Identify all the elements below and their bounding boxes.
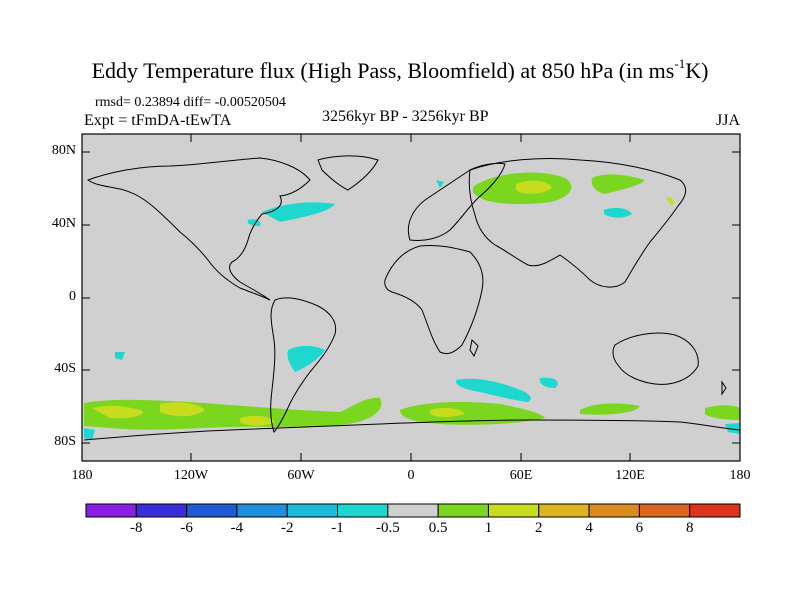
colorbar-box [286, 503, 339, 518]
africa [384, 245, 484, 355]
colorbar-label: 6 [635, 520, 644, 536]
new-zealand [721, 380, 727, 396]
patch-cyan-south-atlantic [455, 378, 531, 402]
colorbar-label: 8 [685, 520, 694, 536]
colorbar-box [135, 503, 188, 518]
patch-cyan-north-atlantic [262, 202, 335, 222]
patch-cyan-east-edge [725, 423, 740, 434]
anomaly-patches [84, 172, 740, 440]
colorbar-box [387, 503, 439, 518]
lon-label: 180 [71, 468, 93, 483]
colorbar-box [437, 503, 489, 518]
patch-cyan-south-america [287, 345, 325, 372]
stats-line: rmsd= 0.23894 diff= -0.00520504 [95, 95, 286, 110]
asia [468, 157, 687, 288]
colorbar-label: -8 [130, 520, 143, 536]
patch-green-east [705, 405, 740, 420]
lon-label: 120W [173, 468, 209, 483]
title-main: Eddy Temperature flux (High Pass, Bloomf… [91, 58, 675, 83]
colorbar-box [236, 503, 288, 518]
colorbar-box [337, 503, 389, 518]
madagascar [469, 338, 479, 358]
north-america [86, 157, 311, 301]
colorbar-box [186, 503, 238, 518]
lon-label: 60W [287, 468, 315, 483]
period-label: 3256kyr BP - 3256kyr BP [322, 108, 489, 125]
colorbar-label: -4 [230, 520, 244, 536]
patch-cyan-pacific [115, 352, 125, 360]
colorbar-label: -6 [180, 520, 193, 536]
colorbar-box [689, 503, 741, 518]
lat-label: 80S [54, 434, 76, 449]
lon-label: 120E [615, 468, 645, 483]
colorbar-label: -0.5 [375, 520, 400, 536]
australia [612, 332, 699, 385]
experiment-label: Expt = tFmDA-tEwTA [84, 112, 232, 129]
patch-cyan-indian [539, 377, 558, 388]
colorbar-label: 1 [484, 520, 493, 536]
colorbar-labels: -8 -6 -4 -2 -1 -0.5 0.5 1 2 4 6 8 [0, 520, 800, 544]
patch-yellow-2 [160, 402, 205, 417]
colorbar-box [85, 503, 137, 518]
colorbar-label: 0.5 [428, 520, 448, 536]
colorbar-box [638, 503, 691, 518]
axis-ticks [82, 134, 740, 461]
patch-cyan-scandinavia [436, 180, 444, 188]
lat-label: 80N [51, 143, 76, 158]
antarctica [83, 419, 741, 441]
lat-label: 0 [69, 289, 76, 304]
lon-label: 0 [407, 468, 415, 483]
lat-label: 40N [51, 216, 76, 231]
lon-label: 180 [729, 468, 751, 483]
patch-yellow-1 [92, 405, 143, 419]
patch-yellow-kamchatka [666, 197, 674, 206]
title-tail: K) [685, 58, 709, 83]
patch-green-south-pacific [84, 397, 382, 430]
lat-label: 40S [54, 361, 76, 376]
patch-green-east-siberia [591, 174, 645, 194]
coastlines [83, 155, 741, 441]
lon-label: 60E [509, 468, 533, 483]
patch-yellow-3 [240, 415, 275, 426]
patch-yellow-siberia [516, 180, 552, 194]
patch-cyan-west-edge [84, 428, 95, 440]
patch-green-indian [580, 403, 640, 415]
season-label: JJA [716, 112, 741, 129]
europe [407, 162, 506, 241]
greenland [317, 155, 379, 191]
colorbar-label: -1 [331, 520, 344, 536]
patch-yellow-4 [430, 407, 465, 417]
map-title: Eddy Temperature flux (High Pass, Bloomf… [0, 56, 800, 84]
colorbar-box [588, 503, 640, 518]
colorbar-label: 2 [535, 520, 543, 536]
colorbar-box [538, 503, 590, 518]
colorbar-label: -2 [280, 520, 294, 536]
title-sup: -1 [674, 56, 686, 71]
patch-cyan-east-asia [604, 207, 632, 218]
south-america [270, 297, 337, 433]
colorbar [85, 503, 741, 518]
patch-green-south-atlantic [400, 402, 545, 425]
colorbar-box [487, 503, 540, 518]
colorbar-label: 4 [585, 520, 593, 536]
